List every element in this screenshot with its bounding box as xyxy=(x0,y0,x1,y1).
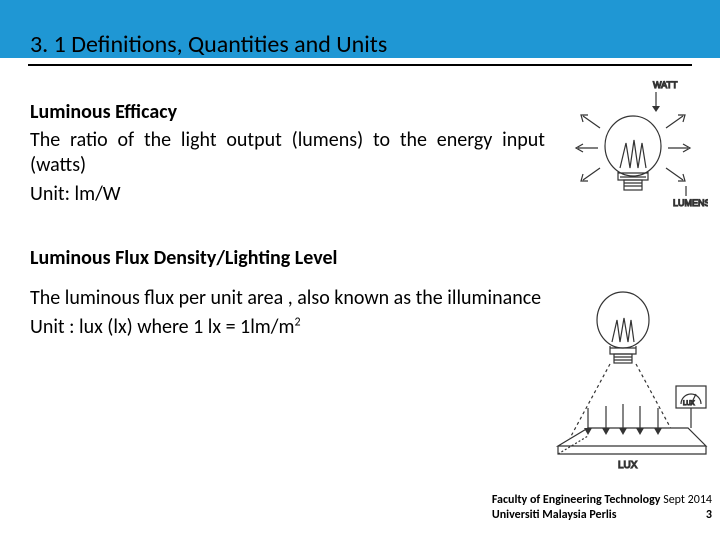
illuminance-diagram: LUX LUX xyxy=(548,278,710,473)
watt-label: WATT xyxy=(653,80,678,90)
unit-prefix: Unit : lux (lx) where 1 lx = 1lm/m xyxy=(30,315,294,339)
section-heading: Luminous Flux Density/Lighting Level xyxy=(30,246,545,270)
footer: Faculty of Engineering Technology Sept 2… xyxy=(492,493,712,522)
unit-sup: 2 xyxy=(294,315,300,329)
footer-date: Sept 2014 xyxy=(660,493,712,507)
lux-meter-label: LUX xyxy=(683,401,695,407)
page-title: 3. 1 Definitions, Quantities and Units xyxy=(30,30,387,59)
efficacy-diagram: WATT LUMENS xyxy=(558,78,708,238)
section-unit: Unit : lux (lx) where 1 lx = 1lm/m2 xyxy=(30,315,545,339)
section-body: The luminous flux per unit area , also k… xyxy=(30,286,545,311)
section-unit: Unit: lm/W xyxy=(30,182,545,206)
section-body: The ratio of the light output (lumens) t… xyxy=(30,128,545,178)
footer-faculty: Faculty of Engineering Technology xyxy=(492,493,661,507)
page-number: 3 xyxy=(706,508,712,522)
footer-university: Universiti Malaysia Perlis xyxy=(492,508,617,522)
title-underline xyxy=(28,64,692,66)
content-area: Luminous Efficacy The ratio of the light… xyxy=(30,100,545,339)
lux-label: LUX xyxy=(618,460,638,471)
section-heading: Luminous Efficacy xyxy=(30,100,545,124)
lumens-label: LUMENS xyxy=(673,198,708,208)
